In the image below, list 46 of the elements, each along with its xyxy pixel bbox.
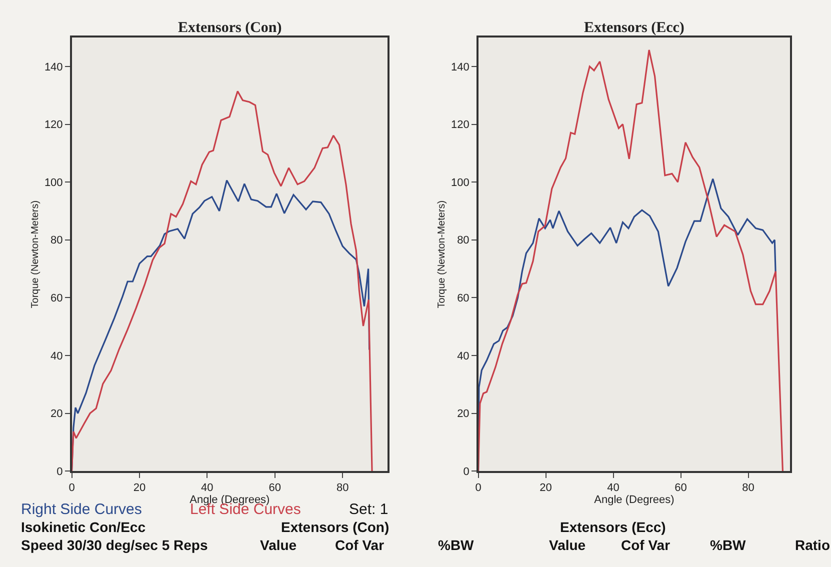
text: Ratio [795,537,830,553]
text: Speed 30/30 deg/sec 5 Reps [21,537,208,553]
text: Extensors (Con) [281,519,390,535]
x-tick-label: 0 [68,482,75,494]
text: %BW [438,537,475,553]
y-axis-title: Torque (Newton-Meters) [436,200,448,308]
x-tick-label: 0 [475,482,482,494]
text: %BW [710,537,747,553]
y-axis-title: Torque (Newton-Meters) [30,200,41,308]
line-series [478,49,784,472]
y-tick-label: 120 [44,119,63,132]
y-tick-label: 60 [457,292,470,305]
text: Extensors (Ecc) [560,519,666,535]
y-tick-label: 40 [457,350,470,362]
text: Cof Var [621,537,671,553]
x-axis-title: Angle (Degrees) [594,494,674,506]
x-tick-label: 20 [540,482,552,494]
y-tick-label: 80 [457,234,470,247]
y-tick-label: 100 [44,176,63,189]
y-tick-label: 100 [450,176,470,189]
chart-title: Extensors (Con) [178,20,282,36]
y-tick-label: 40 [50,350,63,362]
x-tick-label: 80 [336,482,349,494]
x-tick-label: 80 [742,482,754,494]
text: Right Side Curves [21,501,142,518]
x-tick-label: 60 [268,482,281,494]
y-tick-label: 120 [450,119,470,132]
x-tick-label: 60 [674,482,687,494]
line-series [72,90,373,472]
y-tick-label: 0 [56,466,63,478]
text: Set: 1 [349,501,388,518]
text: Isokinetic Con/Ecc [21,519,146,535]
x-tick-label: 20 [133,482,146,494]
chart-title: Extensors (Ecc) [584,20,684,36]
y-tick-label: 0 [463,466,470,478]
text: Value [260,537,297,553]
text: Value [549,537,586,553]
y-tick-label: 140 [44,61,63,74]
y-tick-label: 80 [50,234,63,247]
text: Cof Var [335,537,385,553]
y-tick-label: 140 [450,61,470,74]
y-tick-label: 60 [50,292,63,305]
x-tick-label: 40 [201,482,214,494]
x-tick-label: 40 [607,482,620,494]
y-tick-label: 20 [457,408,470,420]
y-tick-label: 20 [50,408,63,420]
